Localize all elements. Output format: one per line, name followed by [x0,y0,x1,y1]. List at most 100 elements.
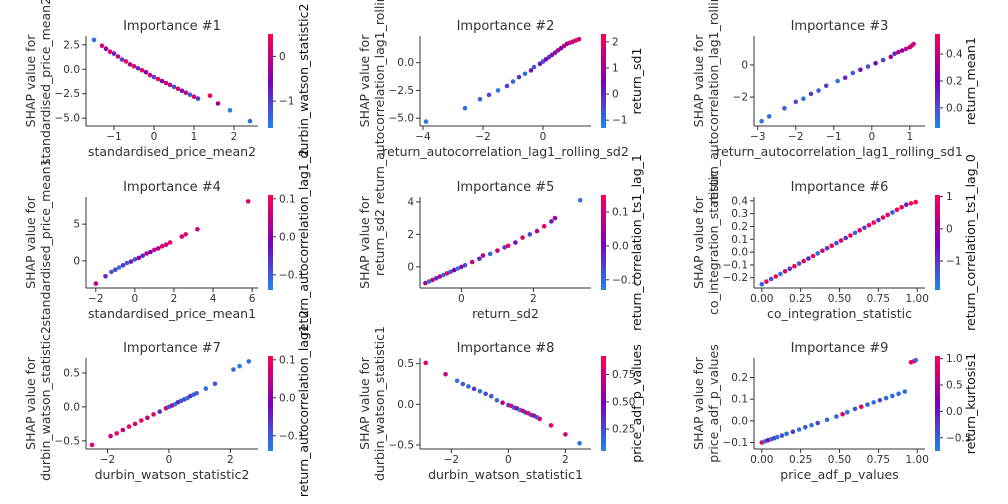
scatter-point [111,51,117,56]
scatter-point [824,417,830,423]
subplot-title: Importance #3 [791,19,889,34]
scatter-point [444,271,450,276]
y-axis-label-line: SHAP value for [357,195,372,289]
colorbar-tick-label: 0.0 [946,406,963,418]
scatter-point [527,232,533,237]
scatter-point [766,114,772,119]
x-tick-label: 0 [540,131,547,143]
scatter-point [899,205,904,210]
scatter-point [454,378,460,384]
scatter-point [231,367,236,372]
x-tick-label: 1 [191,131,198,143]
scatter-point [212,381,218,387]
y-tick-label: 0.1 [731,234,748,246]
subplot-2: Importance #2−4 −2 00.0−2.5−5.0return_auto… [357,0,644,204]
y-axis-label-line: SHAP value for [691,34,706,128]
colorbar-tick-label: 1 [612,62,619,74]
subplot-8: Importance #8−2 0 20.50.0−0.5durbin_watson… [357,326,644,482]
scatter-point [890,393,895,399]
colorbar [268,356,273,451]
colorbar-tick-label: −0.1 [279,269,305,281]
scatter-point [500,400,505,406]
scatter-point [801,258,806,264]
y-tick-label: 0 [73,255,80,267]
scatter-point [187,92,193,97]
scatter-point [773,274,779,279]
scatter-point [913,199,918,205]
scatter-point [505,243,511,249]
colorbar [935,356,940,451]
scatter-point [902,389,908,394]
scatter-point [873,61,878,66]
scatter-point [843,235,848,241]
x-tick-label: 0.75 [867,454,890,466]
scatter-point [175,86,181,92]
scatter-point [466,384,471,389]
colorbar-tick-label: −0.1 [279,430,305,442]
scatter-point [796,427,802,432]
colorbar-label: return_mean1 [963,37,978,125]
scatter-point [143,69,149,75]
x-tick-label: 4 [210,293,217,305]
colorbar-tick-label: 0.0 [279,231,296,243]
y-axis-label-line: SHAP value for [23,356,38,450]
scatter-point [495,248,500,253]
colorbar-label: return_autocorrelation_lag1_2 [296,310,311,497]
x-axis-label: return_autocorrelation_lag1_rolling_sd2 [382,144,629,159]
scatter-point [195,96,201,101]
colorbar-tick-label: 0 [612,89,619,101]
scatter-point [140,253,145,258]
scatter-point [132,421,138,427]
scatter-point [888,54,894,60]
scatter-point [135,66,141,71]
colorbar-tick-label: −0.1 [612,274,638,286]
scatter-point [842,75,848,81]
scatter-point [809,422,814,428]
colorbar-tick-label: 0.1 [612,206,629,218]
scatter-point [131,64,137,69]
scatter-point [829,243,834,248]
scatter-point [865,64,871,69]
y-tick-label: 0.0 [731,247,748,259]
subplot-title: Importance #6 [791,180,889,195]
scatter-point [489,393,494,399]
scatter-point [423,119,429,124]
y-tick-label: 0.2 [731,372,748,384]
scatter-point [159,78,165,84]
scatter-point [107,49,113,54]
x-axis-label: durbin_watson_statistic2 [95,467,250,482]
scatter-point [203,386,209,391]
scatter-point [167,82,173,88]
scatter-point [848,233,853,238]
scatter-point [577,441,582,446]
scatter-point [423,360,429,366]
scatter-point [215,101,221,106]
colorbar-tick-label: 0 [946,223,953,235]
scatter-point [123,59,129,64]
y-tick-label: −0.5 [55,435,81,447]
scatter-point [103,46,109,51]
scatter-point [896,49,901,55]
x-tick-label: −2 [100,454,115,466]
scatter-point [443,372,448,377]
scatter-point [152,247,157,253]
colorbar-tick-label: 0 [279,51,286,63]
x-tick-label: 2 [227,454,234,466]
colorbar [268,34,273,128]
subplot-1: Importance #1−1 0 1 22.50.0−2.5−5.0standard… [23,0,311,165]
scatter-point [549,219,554,224]
y-tick-label: 0.2 [731,221,748,233]
y-axis-label-line: return_autocorrelation_lag1_rolling_sd2 [372,0,387,204]
scatter-point [486,92,492,98]
scatter-point [195,227,200,232]
colorbar-tick-label: −1 [612,115,627,127]
scatter-point [477,256,482,262]
scatter-point [903,46,909,52]
scatter-point [778,271,783,277]
scatter-point [91,37,97,43]
colorbar-tick-label: −1 [946,256,961,268]
x-axis-label: standardised_price_mean1 [88,306,256,321]
scatter-point [459,264,464,270]
x-tick-label: 2 [530,293,537,305]
y-axis-label-line: SHAP value for [691,195,706,289]
